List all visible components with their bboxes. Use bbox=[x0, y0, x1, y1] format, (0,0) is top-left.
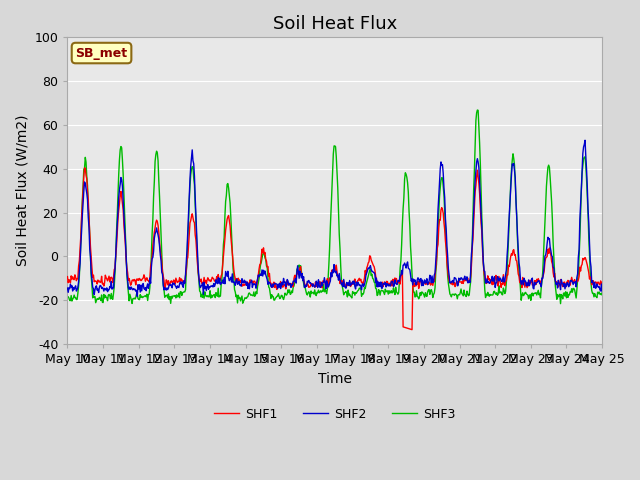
Legend: SHF1, SHF2, SHF3: SHF1, SHF2, SHF3 bbox=[209, 403, 460, 426]
SHF1 bbox=[63, 274, 71, 279]
SHF1 bbox=[598, 280, 606, 286]
SHF2 bbox=[581, 137, 589, 143]
SHF2 bbox=[205, 287, 212, 292]
SHF3 bbox=[204, 293, 212, 299]
SHF2 bbox=[380, 280, 387, 286]
SHF3 bbox=[474, 107, 481, 113]
X-axis label: Time: Time bbox=[318, 372, 352, 386]
SHF2 bbox=[550, 265, 557, 271]
Line: SHF3: SHF3 bbox=[67, 110, 602, 304]
SHF3 bbox=[63, 294, 71, 300]
SHF1 bbox=[81, 165, 88, 171]
SHF3 bbox=[326, 225, 334, 230]
SHF3 bbox=[378, 288, 386, 294]
SHF2 bbox=[63, 285, 71, 291]
SHF2 bbox=[327, 270, 335, 276]
SHF2 bbox=[133, 294, 141, 300]
SHF1 bbox=[182, 273, 189, 279]
SHF3 bbox=[550, 255, 557, 261]
SHF1 bbox=[408, 327, 416, 333]
SHF2 bbox=[598, 288, 606, 294]
Title: Soil Heat Flux: Soil Heat Flux bbox=[273, 15, 397, 33]
SHF3 bbox=[598, 290, 606, 296]
SHF1 bbox=[205, 276, 212, 282]
SHF2 bbox=[432, 258, 440, 264]
Line: SHF2: SHF2 bbox=[67, 140, 602, 297]
SHF2 bbox=[182, 272, 189, 277]
Text: SB_met: SB_met bbox=[76, 47, 127, 60]
SHF1 bbox=[433, 257, 440, 263]
SHF1 bbox=[551, 270, 559, 276]
Y-axis label: Soil Heat Flux (W/m2): Soil Heat Flux (W/m2) bbox=[15, 115, 29, 266]
SHF3 bbox=[557, 301, 564, 307]
SHF1 bbox=[380, 284, 387, 289]
Line: SHF1: SHF1 bbox=[67, 168, 602, 330]
SHF3 bbox=[181, 289, 189, 295]
SHF3 bbox=[431, 285, 439, 290]
SHF1 bbox=[327, 273, 335, 278]
